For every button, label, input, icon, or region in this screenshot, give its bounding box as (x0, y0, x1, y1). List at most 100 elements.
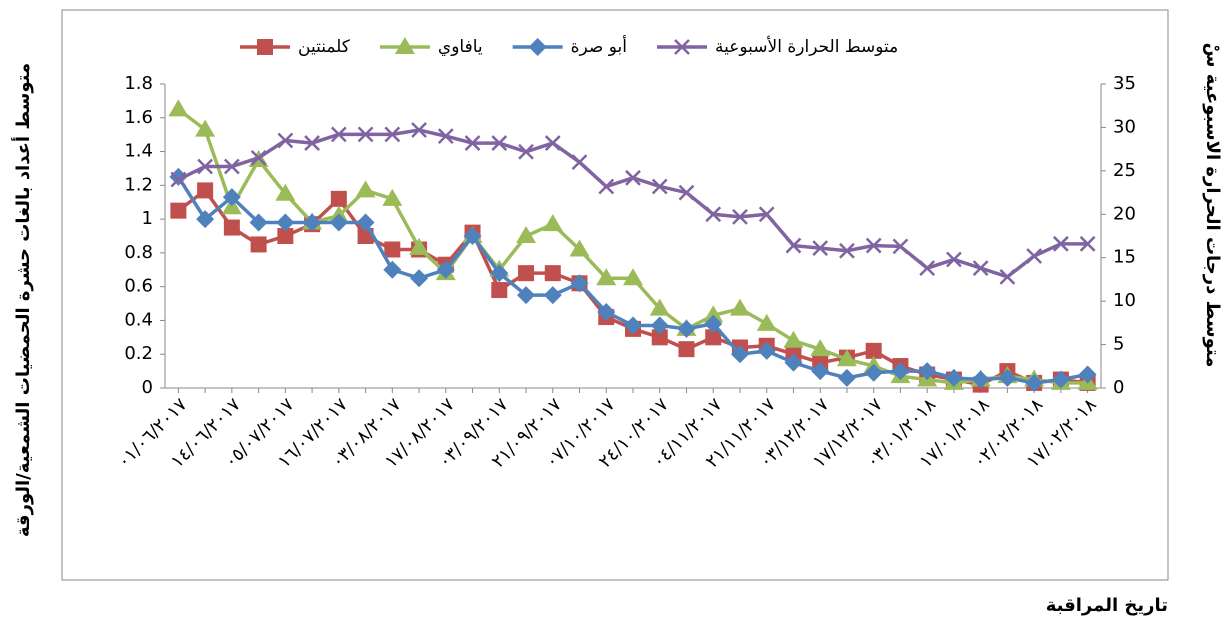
data-point (892, 238, 909, 255)
y-tick-label: 1.8 (124, 73, 153, 94)
data-point (783, 330, 804, 348)
data-point (1078, 365, 1097, 384)
data-point (329, 213, 348, 232)
x-axis-title: تاريخ المراقبة (1046, 595, 1168, 616)
data-point (330, 126, 347, 143)
y2-tick-label: 30 (1113, 116, 1136, 137)
data-point (356, 213, 375, 232)
data-point (383, 260, 402, 279)
data-point (623, 268, 643, 286)
y-tick-label: 1.2 (124, 174, 153, 195)
legend-label: يافاوي (438, 37, 483, 57)
data-point (784, 353, 803, 372)
data-point (1079, 235, 1096, 252)
data-point (304, 135, 320, 151)
y-tick-label: 1.6 (124, 107, 153, 128)
data-point (490, 264, 509, 283)
data-point (544, 135, 561, 151)
y-tick-label: 0.6 (124, 276, 153, 297)
y-tick-label: 0.4 (124, 309, 153, 330)
data-point (836, 349, 857, 367)
legend-marker (528, 38, 547, 56)
data-point (757, 341, 776, 360)
data-point (946, 251, 962, 268)
data-point (250, 236, 267, 253)
data-point (543, 286, 562, 305)
data-point (678, 184, 695, 201)
y-tick-label: 0 (142, 377, 153, 398)
data-point (357, 126, 374, 143)
data-point (169, 167, 188, 186)
data-point (516, 226, 537, 243)
data-point (409, 237, 430, 255)
data-point (197, 182, 214, 199)
data-point (517, 286, 536, 305)
data-point (732, 209, 748, 225)
data-point (250, 149, 267, 166)
data-point (355, 180, 376, 198)
y-tick-label: 0.2 (124, 343, 153, 364)
y-tick-label: 1.4 (124, 141, 153, 162)
data-point (276, 213, 295, 232)
data-point (785, 237, 802, 254)
data-point (944, 368, 963, 387)
data-point (891, 362, 910, 381)
y2-tick-label: 15 (1113, 247, 1136, 268)
data-point (249, 213, 268, 232)
data-point (839, 242, 855, 259)
data-point (864, 363, 883, 382)
y2-tick-label: 10 (1113, 290, 1136, 311)
legend-label: متوسط الحرارة الأسبوعية (715, 36, 898, 57)
data-point (810, 339, 831, 357)
y2-axis-title: متوسط درجات الحرارة الاسبوعية سْ (1202, 43, 1223, 368)
legend-label: أبو صرة (571, 35, 627, 57)
data-point (651, 329, 668, 346)
data-point (464, 135, 481, 151)
data-point (651, 178, 668, 195)
data-point (437, 128, 454, 144)
data-point (544, 265, 561, 282)
data-point (999, 268, 1016, 285)
legend-marker (394, 37, 415, 54)
data-point (865, 342, 882, 359)
data-point (756, 313, 777, 331)
data-point (1025, 373, 1044, 392)
data-point (569, 239, 590, 257)
data-point (170, 171, 187, 188)
data-point (463, 227, 482, 245)
y2-tick-label: 5 (1113, 334, 1124, 355)
y2-tick-label: 25 (1113, 160, 1136, 181)
legend-marker (257, 39, 273, 55)
data-point (918, 362, 937, 381)
data-point (705, 329, 722, 346)
data-point (275, 183, 296, 201)
data-point (196, 210, 215, 229)
data-point (971, 370, 990, 389)
data-point (598, 178, 615, 195)
data-point (168, 99, 189, 117)
data-point (998, 368, 1017, 387)
y-tick-label: 1 (142, 208, 153, 229)
data-point (650, 316, 669, 335)
y2-tick-label: 0 (1113, 377, 1124, 398)
data-point (597, 303, 616, 321)
data-point (223, 158, 240, 175)
data-point (705, 206, 722, 223)
data-point (223, 219, 240, 236)
data-point (195, 119, 216, 137)
chart-frame (61, 9, 1169, 581)
data-point (411, 122, 427, 138)
data-point (811, 362, 830, 381)
y2-tick-label: 20 (1113, 203, 1136, 224)
y2-tick-label: 35 (1113, 73, 1136, 94)
data-point (436, 260, 455, 279)
data-point (649, 298, 670, 316)
data-point (277, 228, 294, 244)
data-point (678, 341, 695, 358)
data-point (384, 126, 401, 143)
data-point (491, 282, 508, 299)
data-point (170, 202, 187, 219)
data-point (704, 314, 723, 333)
